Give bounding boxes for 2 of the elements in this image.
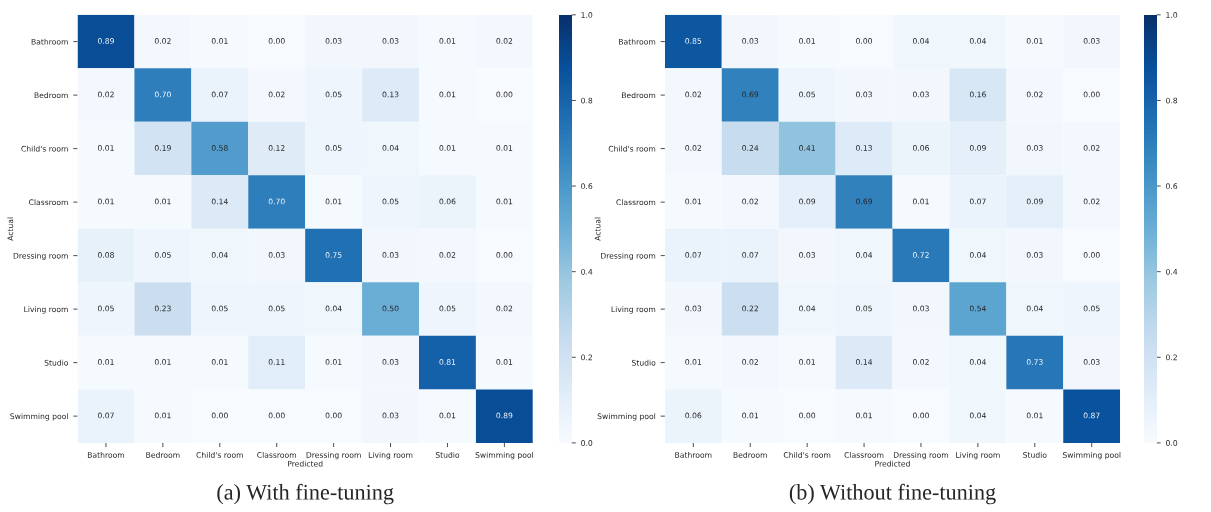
text: (a) With fine-tuning [217, 483, 394, 505]
text: (b) Without fine-tuning [789, 483, 996, 505]
